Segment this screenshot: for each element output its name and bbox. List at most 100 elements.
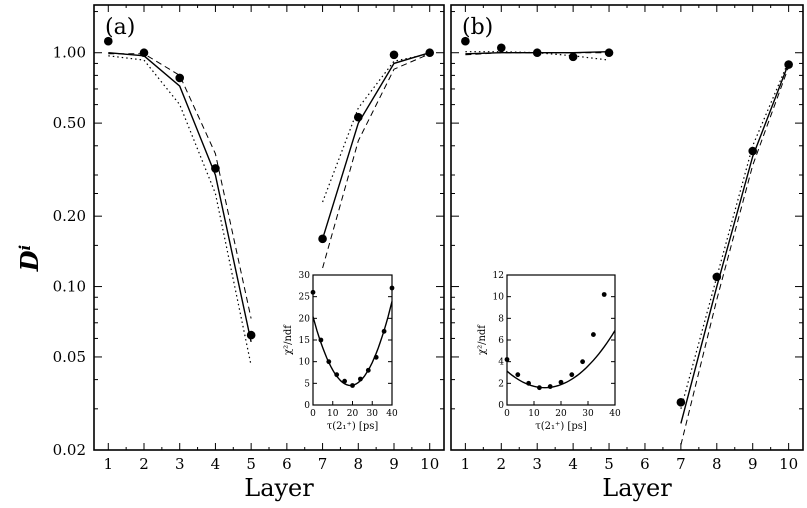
x-tick-label: 6	[640, 455, 650, 473]
data-point	[425, 48, 435, 58]
inset-y-tick-label: 15	[299, 336, 311, 346]
data-point	[103, 36, 113, 46]
inset-data-point	[318, 337, 324, 343]
y-axis-label-superscript: i	[16, 244, 34, 250]
inset-x-tick-label: 20	[347, 409, 359, 419]
x-tick-label: 5	[604, 455, 614, 473]
data-point	[496, 43, 506, 53]
inset-chi2-plot: 0 10 20 30 40 0 5 10 15 20 25 30 τ(2₁⁺) [ps] χ²/ndf	[279, 269, 402, 439]
inset-data-point	[537, 385, 542, 391]
inset-y-tick-label: 12	[493, 271, 504, 281]
y-tick-label: 0.20	[53, 207, 86, 225]
inset-data-point	[373, 354, 379, 360]
inset-y-tick-label: 30	[299, 271, 311, 281]
inset-y-axis-label: χ²/ndf	[283, 324, 294, 355]
x-axis-label: Layer	[602, 474, 672, 502]
x-tick-label: 4	[211, 455, 221, 473]
x-tick-label: 7	[676, 455, 686, 473]
dashed-fit-line	[322, 53, 430, 269]
data-point	[712, 272, 722, 282]
solid-fit-line	[321, 52, 430, 240]
dotted-fit-line	[108, 55, 252, 366]
y-tick-label: 0.50	[53, 114, 86, 132]
x-tick-label: 4	[568, 455, 578, 473]
x-tick-label: 3	[175, 455, 185, 473]
dashed-fit-line	[680, 66, 790, 446]
inset-data-point	[591, 332, 596, 337]
inset-data-point	[334, 372, 340, 378]
inset-data-point	[350, 383, 355, 388]
inset-y-tick-label: 0	[498, 401, 504, 411]
inset-data-point	[326, 359, 332, 365]
data-point	[175, 73, 185, 83]
panel-label: (b)	[462, 15, 493, 40]
dotted-fit-line	[322, 53, 430, 203]
data-point	[784, 60, 793, 69]
y-axis-label: Di	[15, 244, 44, 272]
inset-chi2-plot: 0 10 20 30 40 0 2 4 6 8 10 12 τ(2₁⁺) [ps] χ²/ndf	[473, 269, 625, 439]
y-tick-label: 0.10	[53, 278, 86, 296]
dotted-fit-line	[465, 51, 610, 61]
inset-data-point	[569, 372, 575, 378]
inset-x-tick-label: 30	[582, 409, 594, 419]
inset-data-point	[558, 379, 564, 385]
data-point	[318, 234, 327, 244]
solid-fit-line	[108, 52, 252, 343]
data-point	[461, 36, 470, 46]
inset-data-point	[601, 292, 607, 297]
inset-x-axis-label: τ(2₁⁺) [ps]	[535, 421, 587, 432]
inset-y-tick-label: 6	[498, 336, 504, 346]
inset-data-point	[342, 378, 347, 384]
inset-x-tick-label: 20	[555, 409, 567, 419]
data-point	[568, 52, 578, 62]
inset-x-tick-label: 40	[386, 409, 398, 419]
x-tick-label: 1	[104, 455, 114, 473]
inset-y-tick-label: 4	[498, 358, 504, 368]
x-tick-label: 10	[420, 455, 439, 473]
inset-x-tick-label: 40	[609, 409, 621, 419]
data-point	[246, 330, 256, 340]
inset-x-axis-label: τ(2₁⁺) [ps]	[327, 421, 379, 432]
inset-x-tick-label: 10	[327, 409, 339, 419]
x-tick-label: 8	[354, 455, 364, 473]
y-tick-label: 0.02	[53, 441, 86, 459]
inset-y-tick-label: 2	[498, 379, 504, 389]
dashed-fit-line	[108, 53, 252, 319]
inset-y-tick-label: 20	[299, 314, 311, 324]
inset-data-point	[389, 285, 395, 291]
data-point	[532, 48, 542, 58]
y-tick-label: 0.05	[53, 348, 86, 366]
x-tick-label: 10	[779, 455, 798, 473]
x-axis-label: Layer	[244, 474, 314, 502]
inset-y-tick-label: 10	[493, 293, 505, 303]
y-axis-label-main: D	[15, 250, 44, 272]
inset-data-point	[381, 328, 387, 334]
inset-data-point	[365, 367, 371, 373]
data-point	[389, 50, 399, 60]
x-tick-label: 3	[532, 455, 542, 473]
dotted-fit-line	[680, 60, 790, 409]
inset-y-tick-label: 0	[304, 401, 310, 411]
inset-data-point	[515, 372, 521, 378]
inset-x-tick-label: 30	[367, 409, 379, 419]
inset-frame	[506, 274, 616, 406]
inset-y-axis-label: χ²/ndf	[477, 324, 488, 355]
y-tick-label: 1.00	[53, 44, 86, 62]
x-tick-label: 8	[712, 455, 722, 473]
inset-y-tick-label: 25	[299, 293, 311, 303]
data-point	[353, 112, 363, 122]
x-tick-label: 9	[748, 455, 758, 473]
inset-x-tick-label: 10	[528, 409, 540, 419]
inset-y-tick-label: 5	[304, 379, 310, 389]
x-tick-label: 5	[246, 455, 256, 473]
data-point	[748, 146, 758, 156]
data-point	[676, 397, 686, 407]
panel-label: (a)	[105, 15, 135, 40]
inset-x-tick-label: 0	[504, 409, 510, 419]
inset-data-point	[580, 359, 585, 365]
data-point	[604, 48, 614, 58]
data-point	[139, 48, 149, 58]
inset-x-tick-label: 0	[310, 409, 316, 419]
